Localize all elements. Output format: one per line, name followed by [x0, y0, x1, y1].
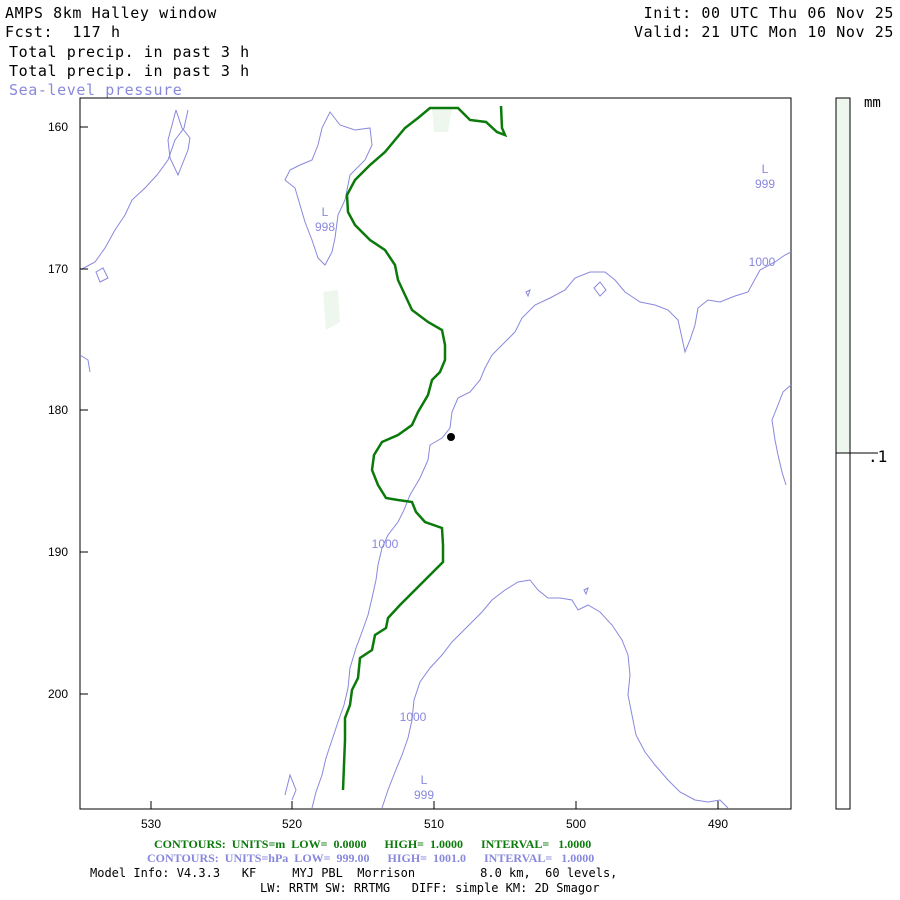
- low-value: 998: [315, 220, 335, 234]
- x-tick-label: 510: [424, 817, 444, 831]
- low-value: 999: [755, 177, 775, 191]
- isobar-line: [403, 251, 792, 511]
- x-axis-ticks: [150, 801, 719, 809]
- isobar-line: [284, 773, 297, 801]
- station-marker: [447, 433, 455, 441]
- isobar-line: [79, 109, 189, 271]
- field-label-precip-2: Total precip. in past 3 h: [9, 62, 250, 80]
- colorbar-empty: [835, 452, 851, 810]
- isobar-line: [95, 267, 109, 283]
- footer-model-physics: LW: RRTM SW: RRTMG DIFF: simple KM: 2D S…: [260, 881, 600, 895]
- precip-patch: [323, 290, 340, 330]
- y-tick-label: 180: [48, 403, 68, 417]
- low-marker: L: [322, 205, 329, 219]
- isobar-line: [771, 384, 792, 486]
- low-marker: L: [421, 773, 428, 787]
- colorbar-units: mm: [864, 95, 881, 111]
- isobar-label: 1000: [400, 710, 427, 724]
- isobar-label: 1000: [749, 255, 776, 269]
- precip-shading: [323, 108, 452, 330]
- low-value: 999: [414, 788, 434, 802]
- isobar-line: [311, 509, 405, 809]
- isobar-line: [167, 109, 191, 177]
- y-axis-ticks: [80, 126, 88, 695]
- isobar-line: [593, 281, 607, 297]
- isobar-line: [381, 579, 729, 809]
- isobar-line: [79, 354, 91, 373]
- precip-patch: [432, 108, 452, 132]
- colorbar-shaded: [835, 97, 851, 454]
- footer-green-contours: CONTOURS: UNITS=m LOW= 0.0000 HIGH= 1.00…: [154, 837, 592, 851]
- field-label-precip-1: Total precip. in past 3 h: [9, 43, 250, 61]
- plot-frame: [79, 97, 792, 810]
- init-time: Init: 00 UTC Thu 06 Nov 25: [643, 4, 894, 22]
- isobar-line: [583, 587, 589, 596]
- x-tick-label: 520: [282, 817, 302, 831]
- isobars: [79, 109, 792, 809]
- valid-time: Valid: 21 UTC Mon 10 Nov 25: [633, 23, 894, 41]
- x-tick-label: 500: [566, 817, 586, 831]
- isobar-line: [284, 111, 373, 266]
- footer-model-info: Model Info: V4.3.3 KF MYJ PBL Morrison 8…: [90, 866, 618, 880]
- y-tick-label: 190: [48, 545, 68, 559]
- x-tick-label: 490: [708, 817, 728, 831]
- map-title: AMPS 8km Halley window: [5, 4, 217, 22]
- forecast-hour: Fcst: 117 h: [5, 23, 121, 41]
- isobar-label: 1000: [372, 537, 399, 551]
- field-label-slp: Sea-level pressure: [9, 81, 183, 99]
- isobar-line: [525, 289, 531, 298]
- low-marker: L: [762, 162, 769, 176]
- x-tick-label: 530: [141, 817, 161, 831]
- footer-blue-contours: CONTOURS: UNITS=hPa LOW= 999.00 HIGH= 10…: [147, 851, 595, 865]
- y-tick-label: 160: [48, 120, 68, 134]
- y-tick-label: 200: [48, 687, 68, 701]
- terrain-contour: [341, 105, 508, 791]
- colorbar-level-label: .1: [868, 447, 887, 466]
- y-tick-label: 170: [48, 262, 68, 276]
